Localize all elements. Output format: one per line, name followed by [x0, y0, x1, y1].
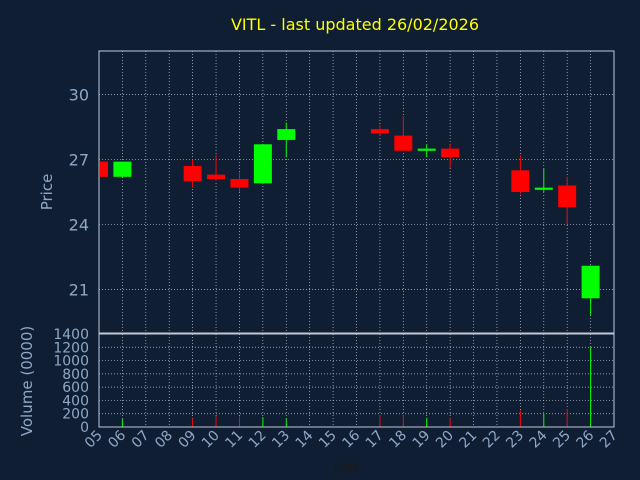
volume-tick-label: 200: [62, 407, 89, 423]
candle-body: [183, 165, 202, 182]
volume-tick-label: 0: [80, 420, 89, 436]
candle-body: [417, 148, 436, 151]
candles: [98, 116, 600, 316]
price-tick-label: 30: [69, 85, 89, 104]
volume-tick-label: 1200: [53, 340, 89, 356]
candle: [581, 265, 600, 316]
candle-body: [581, 265, 600, 299]
price-tick-label: 24: [69, 216, 89, 235]
candle: [207, 155, 226, 182]
candle: [370, 124, 389, 136]
candle-body: [534, 187, 553, 190]
candle: [230, 172, 249, 192]
candle: [394, 116, 413, 151]
candle-body: [394, 135, 413, 151]
candle: [253, 144, 272, 184]
volume-tick-label: 1400: [53, 327, 89, 343]
candle-body: [511, 170, 530, 192]
candle: [183, 159, 202, 188]
candle: [113, 161, 132, 177]
candle-body: [253, 144, 272, 184]
candle-body: [277, 129, 296, 140]
candle-body: [370, 129, 389, 134]
volume-panel-frame: [98, 333, 615, 428]
chart-title: VITL - last updated 26/02/2026: [231, 15, 479, 34]
candle-body: [113, 161, 132, 177]
candle-body: [207, 174, 226, 179]
candle: [534, 168, 553, 192]
x-tick-labels: 05 06 07 08 09 10 11 12 13 14 15 16 17 18 19 20 21 22 23 24…: [82, 427, 621, 451]
price-grid: [99, 51, 614, 333]
candle: [98, 161, 108, 177]
candle: [558, 176, 577, 225]
volume-grid: [99, 334, 614, 427]
price-tick-label: 27: [69, 150, 89, 169]
volume-bars: [98, 347, 592, 427]
candle-body: [230, 178, 249, 188]
candle: [417, 144, 436, 158]
candle-body: [558, 185, 577, 208]
price-tick-label: 21: [69, 281, 89, 300]
x-axis-label: Day: [333, 459, 361, 475]
volume-tick-label: 600: [62, 380, 89, 396]
candle-body: [441, 148, 460, 158]
candle: [511, 155, 530, 195]
candle-body: [100, 161, 108, 177]
candle: [277, 122, 296, 158]
y-axis-label-price: Price: [38, 174, 56, 211]
volume-tick-label: 1000: [53, 354, 89, 370]
y-axis-label-volume: Volume (0000): [18, 326, 36, 436]
price-tick-labels: 21 24 27 30: [69, 85, 89, 299]
volume-tick-label: 800: [62, 367, 89, 383]
volume-tick-label: 400: [62, 393, 89, 409]
price-panel-frame: [98, 50, 615, 334]
candle: [441, 144, 460, 169]
